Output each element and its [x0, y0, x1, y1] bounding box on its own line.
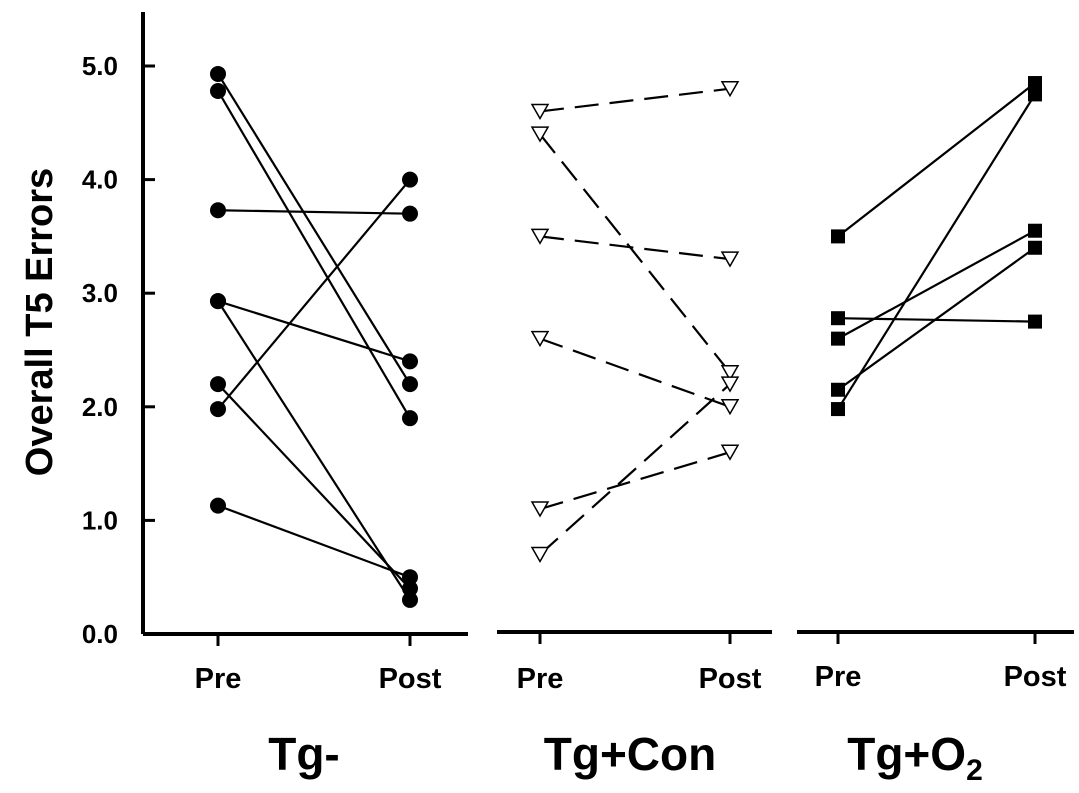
data-point: [831, 229, 845, 244]
y-tick-label: 3.0: [82, 278, 118, 308]
y-tick-label: 4.0: [82, 165, 118, 195]
data-point: [210, 65, 226, 82]
panel-3: [797, 76, 1074, 644]
data-point: [831, 311, 845, 326]
data-point: [402, 376, 418, 393]
data-point: [402, 171, 418, 188]
data-point: [530, 546, 550, 563]
data-point: [831, 402, 845, 417]
group-label-text: Tg-: [268, 728, 340, 780]
y-axis-label: Overall T5 Errors: [19, 168, 61, 476]
subject-line: [539, 451, 731, 511]
data-point: [530, 501, 550, 518]
data-point: [402, 410, 418, 427]
category-labels: Pre Post Tg- Pre Post Tg+Con Pre Post Tg+O2: [195, 661, 1067, 787]
data-point: [1028, 314, 1042, 329]
subject-line: [539, 133, 731, 374]
data-point: [1028, 76, 1042, 91]
subject-line: [217, 300, 411, 601]
data-point: [1028, 87, 1042, 102]
group-label: Tg+Con: [544, 728, 716, 780]
data-point: [720, 251, 740, 268]
subject-line: [217, 209, 411, 215]
subject-line: [539, 235, 731, 261]
data-point: [530, 103, 550, 120]
subject-line: [837, 229, 1036, 340]
data-point: [720, 399, 740, 416]
data-point: [1028, 240, 1042, 255]
subject-line: [539, 383, 731, 556]
x-category-label: Post: [1004, 661, 1067, 693]
data-point: [402, 569, 418, 586]
data-point: [402, 591, 418, 608]
group-label-subscript: 2: [966, 754, 983, 787]
data-point: [530, 228, 550, 245]
data-point: [210, 497, 226, 514]
data-point: [720, 364, 740, 382]
subject-line: [217, 504, 411, 579]
y-tick-label: 2.0: [82, 392, 118, 422]
group-label: Tg+O2: [847, 728, 983, 787]
data-point: [210, 202, 226, 219]
data-point: [210, 376, 226, 393]
subject-line: [539, 337, 731, 408]
subject-line: [539, 87, 731, 113]
subject-line: [837, 82, 1036, 238]
x-category-label: Pre: [517, 663, 564, 695]
data-point: [530, 330, 550, 348]
x-category-label: Post: [379, 663, 442, 695]
data-point: [831, 382, 845, 397]
x-category-label: Post: [699, 663, 762, 695]
subject-line: [837, 93, 1036, 410]
group-label-text: Tg+Con: [544, 728, 716, 780]
data-point: [530, 126, 550, 143]
panel-1: [143, 65, 468, 646]
data-point: [720, 444, 740, 461]
y-tick-label: 1.0: [82, 505, 118, 535]
y-tick-label: 5.0: [82, 51, 118, 81]
data-point: [831, 331, 845, 346]
y-ticks: 0.0 1.0 2.0 3.0 4.0 5.0: [82, 51, 155, 649]
data-point: [402, 205, 418, 222]
subject-line: [217, 73, 411, 385]
group-label-text: Tg+O: [847, 728, 966, 780]
subject-line: [837, 246, 1036, 391]
data-point: [720, 376, 740, 393]
data-point: [210, 401, 226, 418]
data-point: [402, 580, 418, 597]
data-point: [210, 293, 226, 310]
data-point: [402, 353, 418, 370]
group-label: Tg-: [268, 728, 340, 780]
subject-line: [217, 90, 411, 419]
data-point: [210, 82, 226, 99]
y-tick-label: 0.0: [82, 619, 118, 649]
panel-2: [497, 80, 772, 644]
x-category-label: Pre: [195, 663, 242, 695]
subject-line: [217, 178, 411, 410]
data-point: [720, 80, 740, 98]
x-category-label: Pre: [815, 661, 862, 693]
plot-area: [143, 65, 1074, 646]
subject-line: [217, 300, 411, 363]
subject-line: [217, 383, 411, 590]
data-point: [1028, 223, 1042, 238]
